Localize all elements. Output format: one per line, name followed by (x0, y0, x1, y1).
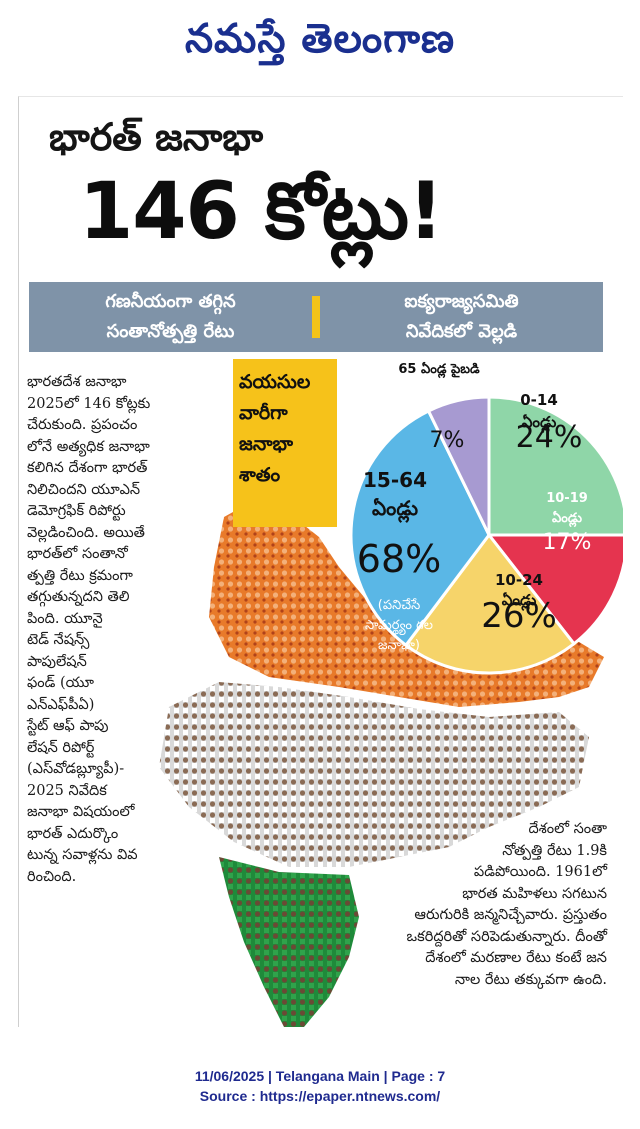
subheading-right: ఐక్యరాజ్యసమితి నివేదికలో వెల్లడి (320, 287, 603, 347)
subheading-left-line2: సంతానోత్పత్తి రేటు (106, 321, 235, 342)
article-body-right: దేశంలో సంతా నోత్పత్తి రేటు 1.9కి పడిపోయి… (406, 821, 607, 988)
newspaper-masthead: నమస్తే తెలంగాణ (184, 14, 456, 62)
map-green-region (219, 857, 359, 1027)
page-footer: 11/06/2025 | Telangana Main | Page : 7 S… (0, 1066, 640, 1106)
subheading-left: గణనీయంగా తగ్గిన సంతానోత్పత్తి రేటు (29, 287, 312, 347)
map-white-region (159, 682, 589, 867)
age-group-label-box: వయసుల వారీగా జనాభా శాతం (233, 359, 337, 527)
subheading-divider (312, 296, 320, 338)
article-body-left: భారతదేశ జనాభా 2025లో 146 కోట్లకు చేరుకుం… (27, 374, 151, 885)
subheading-right-line1: ఐక్యరాజ్యసమితి (404, 291, 519, 312)
footer-source-link: Source : https://epaper.ntnews.com/ (199, 1088, 441, 1104)
map-orange-region (209, 502, 604, 707)
footer-date-edition: 11/06/2025 | Telangana Main | Page : 7 (194, 1068, 446, 1084)
headline-line2: 146 కోట్లు! (79, 167, 444, 257)
news-clipping: భారత్ జనాభా 146 కోట్లు! గణనీయంగా తగ్గిన … (18, 96, 623, 1027)
subheading-left-line1: గణనీయంగా తగ్గిన (105, 291, 236, 312)
headline-line1: భారత్ జనాభా (49, 115, 264, 159)
subheading-right-line2: నివేదికలో వెల్లడి (405, 321, 518, 342)
subheading-bar: గణనీయంగా తగ్గిన సంతానోత్పత్తి రేటు ఐక్యర… (29, 282, 603, 352)
